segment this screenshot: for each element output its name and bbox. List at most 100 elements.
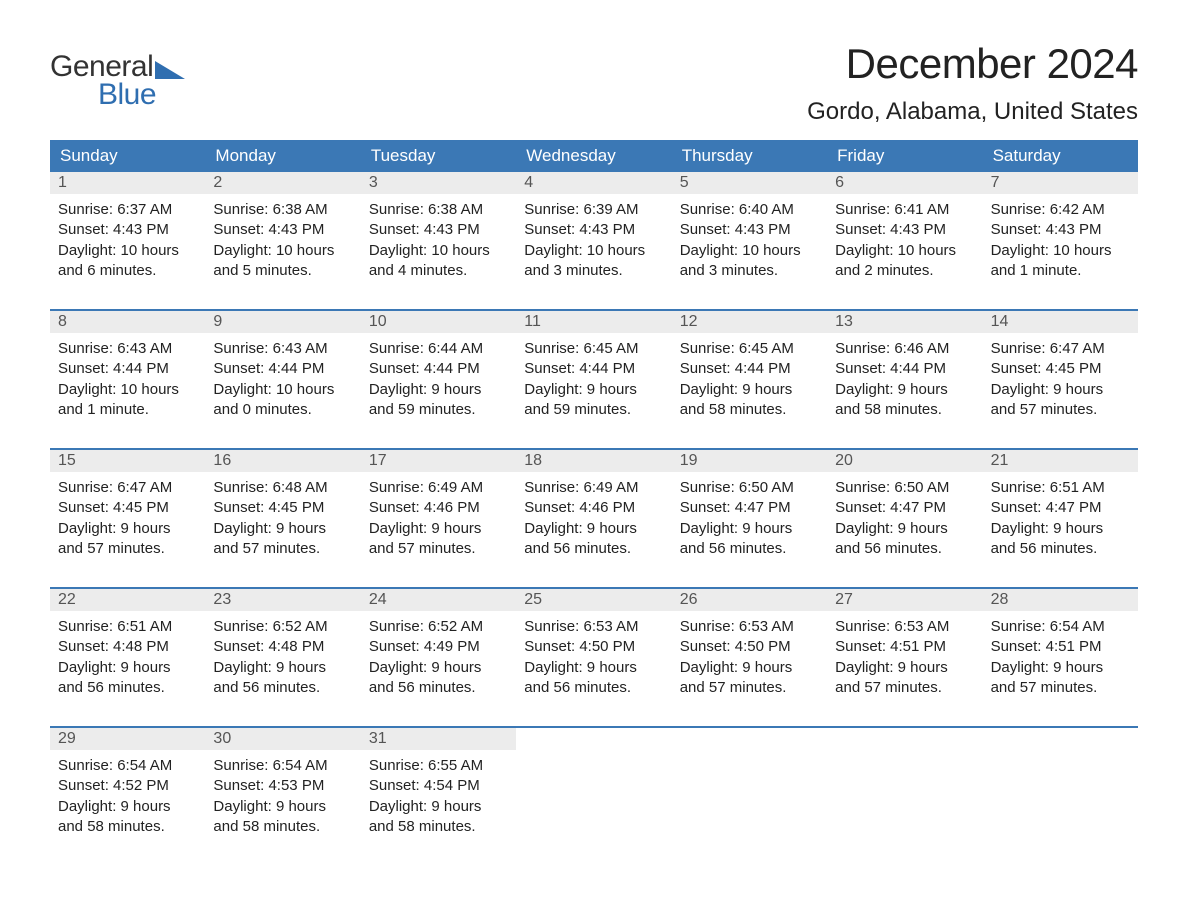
- daylight-line2: and 0 minutes.: [213, 400, 352, 420]
- sunrise-text: Sunrise: 6:41 AM: [835, 200, 974, 220]
- daylight-line2: and 56 minutes.: [213, 678, 352, 698]
- day-number: 16: [205, 450, 360, 472]
- sunset-text: Sunset: 4:43 PM: [835, 220, 974, 240]
- sunset-text: Sunset: 4:43 PM: [524, 220, 663, 240]
- daylight-line2: and 5 minutes.: [213, 261, 352, 281]
- header: General Blue December 2024 Gordo, Alabam…: [50, 40, 1138, 126]
- sunset-text: Sunset: 4:47 PM: [835, 498, 974, 518]
- sunset-text: Sunset: 4:44 PM: [213, 359, 352, 379]
- sunrise-text: Sunrise: 6:42 AM: [991, 200, 1130, 220]
- day-number: 7: [983, 172, 1138, 194]
- daylight-line1: Daylight: 9 hours: [524, 658, 663, 678]
- sunrise-text: Sunrise: 6:52 AM: [213, 617, 352, 637]
- sunset-text: Sunset: 4:43 PM: [369, 220, 508, 240]
- day-cell: Sunrise: 6:50 AMSunset: 4:47 PMDaylight:…: [672, 472, 827, 577]
- sunset-text: Sunset: 4:45 PM: [213, 498, 352, 518]
- sunrise-text: Sunrise: 6:38 AM: [213, 200, 352, 220]
- dow-thursday: Thursday: [672, 140, 827, 172]
- day-number: 25: [516, 589, 671, 611]
- daylight-line2: and 56 minutes.: [524, 539, 663, 559]
- day-number: 29: [50, 728, 205, 750]
- day-number: 12: [672, 311, 827, 333]
- sunset-text: Sunset: 4:51 PM: [991, 637, 1130, 657]
- day-cell: Sunrise: 6:40 AMSunset: 4:43 PMDaylight:…: [672, 194, 827, 299]
- daylight-line2: and 57 minutes.: [213, 539, 352, 559]
- daylight-line1: Daylight: 9 hours: [213, 658, 352, 678]
- sunset-text: Sunset: 4:48 PM: [213, 637, 352, 657]
- day-cell: Sunrise: 6:38 AMSunset: 4:43 PMDaylight:…: [205, 194, 360, 299]
- day-number: 1: [50, 172, 205, 194]
- daylight-line1: Daylight: 10 hours: [58, 380, 197, 400]
- day-number: 18: [516, 450, 671, 472]
- day-cell: Sunrise: 6:52 AMSunset: 4:48 PMDaylight:…: [205, 611, 360, 716]
- daylight-line1: Daylight: 10 hours: [524, 241, 663, 261]
- calendar-week: 293031Sunrise: 6:54 AMSunset: 4:52 PMDay…: [50, 726, 1138, 855]
- sunset-text: Sunset: 4:43 PM: [58, 220, 197, 240]
- sunrise-text: Sunrise: 6:43 AM: [58, 339, 197, 359]
- day-number: 10: [361, 311, 516, 333]
- day-number: 17: [361, 450, 516, 472]
- weeks-container: 1234567Sunrise: 6:37 AMSunset: 4:43 PMDa…: [50, 172, 1138, 855]
- day-cell: Sunrise: 6:49 AMSunset: 4:46 PMDaylight:…: [516, 472, 671, 577]
- sunrise-text: Sunrise: 6:51 AM: [991, 478, 1130, 498]
- day-cell: Sunrise: 6:37 AMSunset: 4:43 PMDaylight:…: [50, 194, 205, 299]
- daylight-line1: Daylight: 9 hours: [524, 380, 663, 400]
- sunset-text: Sunset: 4:44 PM: [835, 359, 974, 379]
- day-cell: Sunrise: 6:41 AMSunset: 4:43 PMDaylight:…: [827, 194, 982, 299]
- sunrise-text: Sunrise: 6:47 AM: [991, 339, 1130, 359]
- daylight-line1: Daylight: 9 hours: [991, 380, 1130, 400]
- daylight-line2: and 58 minutes.: [369, 817, 508, 837]
- day-number: 23: [205, 589, 360, 611]
- daylight-line1: Daylight: 9 hours: [58, 797, 197, 817]
- day-number: 27: [827, 589, 982, 611]
- day-cell: Sunrise: 6:38 AMSunset: 4:43 PMDaylight:…: [361, 194, 516, 299]
- daylight-line2: and 1 minute.: [991, 261, 1130, 281]
- day-cell: Sunrise: 6:53 AMSunset: 4:50 PMDaylight:…: [672, 611, 827, 716]
- day-cell: Sunrise: 6:54 AMSunset: 4:53 PMDaylight:…: [205, 750, 360, 855]
- sunset-text: Sunset: 4:46 PM: [369, 498, 508, 518]
- day-cell: Sunrise: 6:45 AMSunset: 4:44 PMDaylight:…: [672, 333, 827, 438]
- daylight-line1: Daylight: 9 hours: [369, 797, 508, 817]
- sunrise-text: Sunrise: 6:46 AM: [835, 339, 974, 359]
- daylight-line2: and 58 minutes.: [58, 817, 197, 837]
- sunset-text: Sunset: 4:50 PM: [680, 637, 819, 657]
- sunrise-text: Sunrise: 6:45 AM: [680, 339, 819, 359]
- daylight-line1: Daylight: 9 hours: [835, 658, 974, 678]
- day-number: 31: [361, 728, 516, 750]
- sunrise-text: Sunrise: 6:54 AM: [58, 756, 197, 776]
- sunset-text: Sunset: 4:50 PM: [524, 637, 663, 657]
- day-cell: Sunrise: 6:45 AMSunset: 4:44 PMDaylight:…: [516, 333, 671, 438]
- daylight-line1: Daylight: 9 hours: [680, 658, 819, 678]
- sunset-text: Sunset: 4:47 PM: [680, 498, 819, 518]
- daylight-line2: and 56 minutes.: [991, 539, 1130, 559]
- sunset-text: Sunset: 4:47 PM: [991, 498, 1130, 518]
- day-number: 28: [983, 589, 1138, 611]
- day-cell: Sunrise: 6:43 AMSunset: 4:44 PMDaylight:…: [50, 333, 205, 438]
- daylight-line1: Daylight: 9 hours: [835, 519, 974, 539]
- day-number: [672, 728, 827, 750]
- day-number: 5: [672, 172, 827, 194]
- sunset-text: Sunset: 4:43 PM: [680, 220, 819, 240]
- day-cell: Sunrise: 6:54 AMSunset: 4:51 PMDaylight:…: [983, 611, 1138, 716]
- daylight-line1: Daylight: 9 hours: [991, 658, 1130, 678]
- dow-friday: Friday: [827, 140, 982, 172]
- daylight-line1: Daylight: 10 hours: [369, 241, 508, 261]
- day-number: 26: [672, 589, 827, 611]
- day-number: 14: [983, 311, 1138, 333]
- daylight-line2: and 57 minutes.: [369, 539, 508, 559]
- sunrise-text: Sunrise: 6:50 AM: [835, 478, 974, 498]
- day-cell: Sunrise: 6:42 AMSunset: 4:43 PMDaylight:…: [983, 194, 1138, 299]
- daylight-line1: Daylight: 10 hours: [213, 241, 352, 261]
- sunrise-text: Sunrise: 6:55 AM: [369, 756, 508, 776]
- sunrise-text: Sunrise: 6:44 AM: [369, 339, 508, 359]
- daylight-line1: Daylight: 9 hours: [680, 380, 819, 400]
- day-cell: [516, 750, 671, 855]
- day-number: 2: [205, 172, 360, 194]
- daylight-line2: and 3 minutes.: [680, 261, 819, 281]
- day-cell: Sunrise: 6:48 AMSunset: 4:45 PMDaylight:…: [205, 472, 360, 577]
- daylight-line2: and 58 minutes.: [213, 817, 352, 837]
- day-cell: Sunrise: 6:51 AMSunset: 4:47 PMDaylight:…: [983, 472, 1138, 577]
- sunrise-text: Sunrise: 6:49 AM: [369, 478, 508, 498]
- day-cell: Sunrise: 6:55 AMSunset: 4:54 PMDaylight:…: [361, 750, 516, 855]
- day-number: 19: [672, 450, 827, 472]
